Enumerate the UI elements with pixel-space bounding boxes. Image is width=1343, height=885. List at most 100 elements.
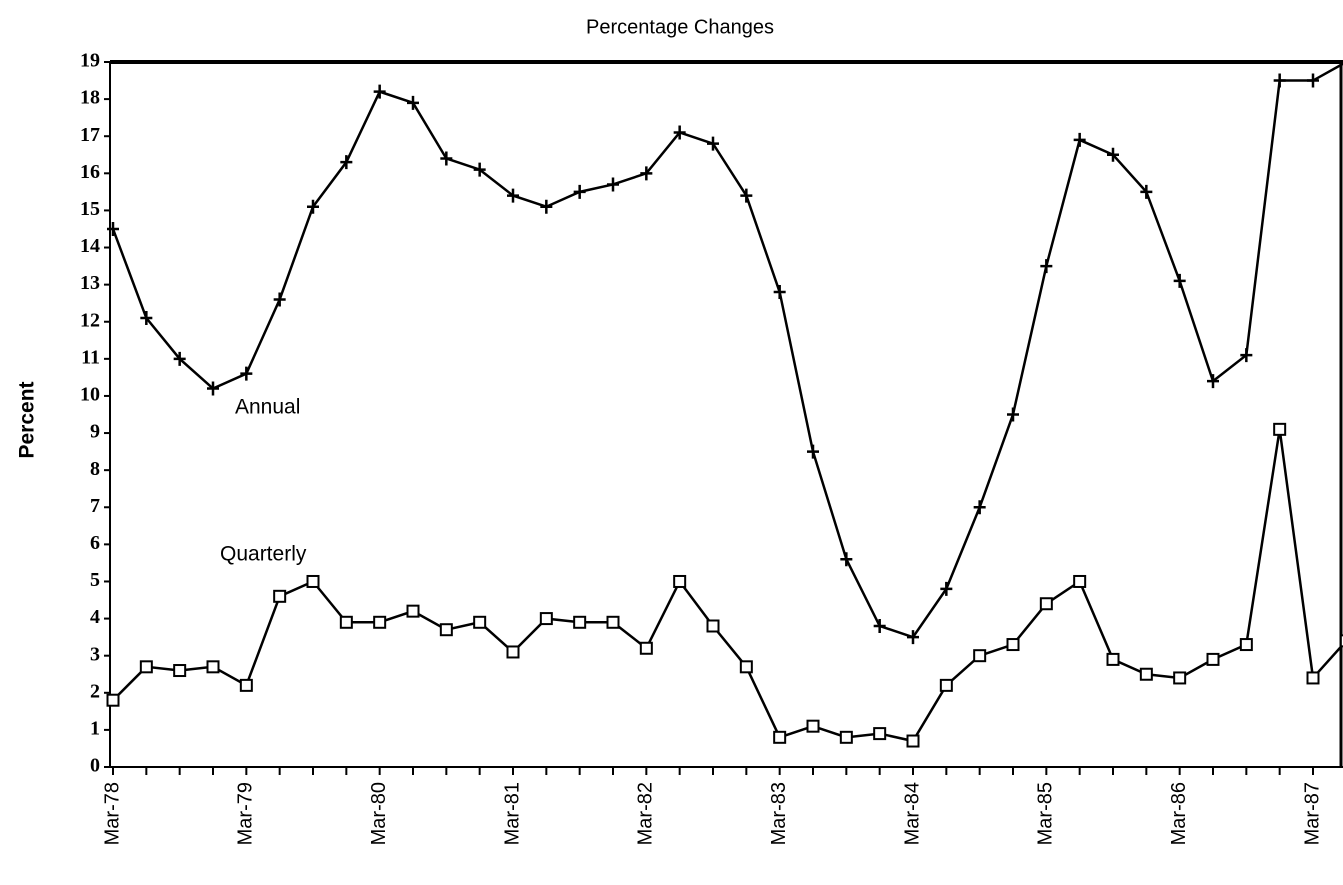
y-tick-label: 3 (90, 643, 100, 665)
marker (907, 630, 919, 645)
x-tick-label: Mar-80 (368, 782, 390, 845)
marker (539, 612, 553, 626)
marker (106, 693, 120, 707)
marker (407, 95, 419, 110)
marker (1206, 652, 1220, 666)
y-tick-label: 11 (81, 346, 100, 368)
marker (206, 660, 220, 674)
marker (1073, 132, 1086, 147)
marker (606, 615, 620, 629)
marker (940, 581, 953, 596)
chart-title: Percentage Changes (586, 16, 774, 38)
marker (473, 162, 486, 177)
marker (173, 351, 186, 366)
marker (873, 619, 886, 633)
marker (773, 285, 786, 300)
marker (1207, 374, 1219, 389)
marker (140, 311, 153, 326)
marker (339, 615, 353, 629)
marker (373, 615, 387, 629)
marker (707, 136, 719, 151)
marker (239, 678, 253, 692)
y-tick-label: 18 (80, 87, 100, 109)
marker (939, 678, 953, 692)
marker (706, 619, 720, 633)
marker (906, 734, 920, 748)
marker (1273, 73, 1286, 88)
marker (1239, 638, 1253, 652)
y-tick-label: 8 (90, 458, 100, 480)
y-tick-label: 9 (90, 421, 100, 443)
y-tick-label: 19 (80, 50, 100, 72)
y-tick-label: 6 (90, 532, 100, 554)
marker (1040, 259, 1053, 274)
marker (440, 151, 453, 166)
marker (107, 221, 119, 236)
y-axis-label: Percent (16, 381, 39, 458)
marker (1006, 638, 1020, 652)
marker (1039, 597, 1053, 611)
marker (307, 199, 319, 214)
y-tick-label: 10 (80, 384, 100, 406)
x-tick-label: Mar-81 (501, 782, 523, 845)
marker (273, 589, 287, 603)
marker (1073, 574, 1087, 588)
x-tick-label: Mar-85 (1035, 782, 1057, 845)
line (112, 429, 1343, 743)
marker (1340, 60, 1343, 64)
y-tick-label: 7 (90, 495, 100, 517)
series-label: Quarterly (220, 543, 307, 566)
marker (207, 381, 219, 396)
marker (506, 645, 520, 659)
marker (406, 604, 420, 618)
y-tick-label: 12 (80, 309, 100, 331)
x-tick-label: Mar-78 (101, 782, 123, 845)
series-label: Annual (235, 396, 300, 419)
marker (1273, 422, 1287, 436)
y-tick-label: 14 (80, 235, 100, 257)
marker (373, 84, 386, 99)
y-tick-label: 2 (90, 680, 100, 702)
marker (1173, 671, 1187, 685)
marker (1306, 671, 1320, 685)
marker (173, 664, 187, 678)
marker (1106, 652, 1120, 666)
x-tick-label: Mar-82 (635, 782, 657, 845)
y-tick-label: 4 (90, 606, 100, 628)
marker (973, 649, 987, 663)
marker (640, 166, 653, 181)
y-tick-label: 17 (80, 124, 100, 146)
marker (439, 623, 453, 637)
marker (807, 444, 819, 459)
x-tick-label: Mar-84 (901, 782, 923, 845)
marker (573, 615, 587, 629)
marker (839, 730, 853, 744)
marker (673, 574, 687, 588)
marker (340, 155, 353, 170)
marker (739, 660, 753, 674)
marker (740, 188, 753, 203)
marker (473, 615, 487, 629)
marker (573, 184, 586, 199)
x-tick-label: Mar-79 (235, 782, 257, 845)
marker (973, 500, 986, 515)
marker (873, 727, 887, 741)
marker (607, 177, 619, 192)
marker (1173, 273, 1186, 288)
marker (773, 730, 787, 744)
marker (1307, 73, 1319, 88)
y-tick-label: 16 (80, 161, 100, 183)
marker (673, 125, 686, 140)
y-tick-label: 5 (90, 569, 100, 591)
x-tick-label: Mar-86 (1168, 782, 1190, 845)
y-tick-label: 15 (80, 198, 100, 220)
marker (840, 552, 853, 567)
x-tick-label: Mar-83 (768, 782, 790, 845)
marker (273, 292, 286, 307)
marker (306, 574, 320, 588)
y-tick-label: 0 (90, 755, 100, 777)
marker (540, 199, 553, 214)
y-tick-label: 1 (90, 717, 100, 739)
